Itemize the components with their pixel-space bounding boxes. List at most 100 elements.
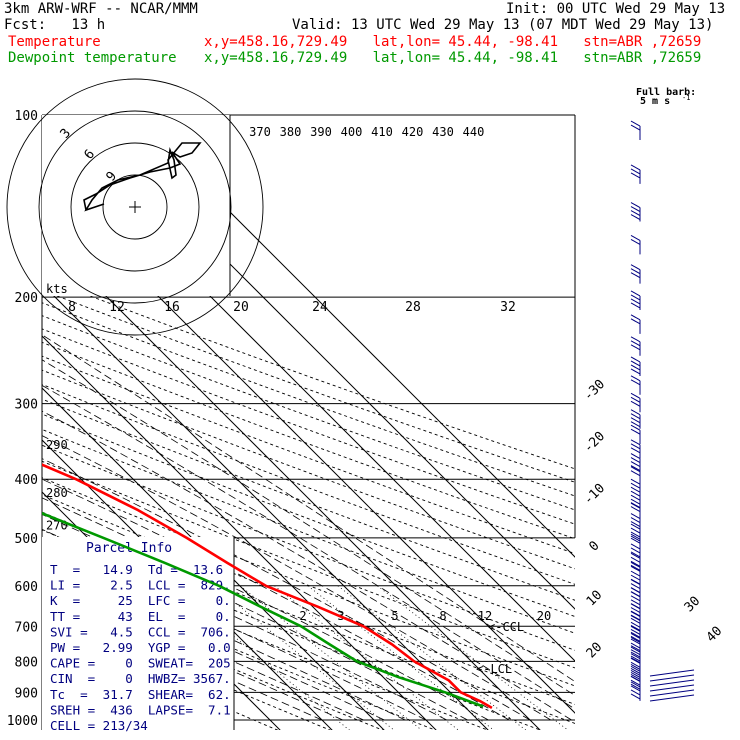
wind-barb-flag	[630, 685, 641, 692]
pressure-tick-label: 500	[15, 532, 38, 547]
wind-barb-flag	[630, 614, 641, 621]
wind-barb-flag	[630, 583, 641, 590]
wind-barb	[649, 684, 695, 692]
wind-barb-flag	[630, 465, 641, 472]
wind-barb	[649, 674, 695, 682]
wind-barb-flag	[630, 268, 641, 275]
wind-barb-flag	[630, 210, 641, 216]
isotherm-line	[42, 335, 437, 730]
pressure-tick-label: 900	[15, 686, 38, 701]
wind-barb-flag	[630, 595, 641, 602]
wind-barb-flag	[630, 340, 641, 347]
wind-barb-flag	[630, 517, 641, 524]
hodograph-speed-label: 20	[233, 300, 249, 315]
wind-barb-flag	[630, 234, 641, 241]
isotherm-tick-label: 20	[584, 640, 606, 662]
wind-barb-flag	[630, 290, 641, 297]
wind-barb-flag	[630, 565, 641, 572]
temperature-trace	[42, 463, 493, 710]
mixing-ratio-label: 20	[537, 609, 551, 623]
barb-legend-title: Full barb:	[636, 87, 696, 98]
wind-barb-flag	[630, 214, 641, 220]
theta-e-label: 420	[402, 125, 424, 139]
mixing-ratio-line	[213, 585, 395, 730]
dry-adiabat-line	[42, 302, 575, 497]
wind-barb-flag	[630, 574, 641, 581]
wind-barb-flag	[630, 599, 641, 606]
pressure-tick-label: 300	[15, 398, 38, 413]
isotherm-line	[42, 283, 489, 730]
wind-barb-flag	[630, 628, 641, 635]
wind-barb-flag	[630, 527, 641, 534]
parcel-info-row: LI = 2.5 LCL = 829.	[50, 578, 231, 593]
wind-barb-flag	[630, 168, 641, 175]
wind-barb	[649, 669, 695, 677]
isotherm-tick-label: 30	[682, 594, 704, 616]
dry-adiabat-line	[42, 341, 575, 540]
wind-barb-flag	[630, 298, 641, 305]
wind-barb-flag	[630, 486, 641, 493]
wind-barb-flag	[630, 665, 641, 672]
wind-barb-flag	[630, 356, 641, 363]
wind-barb-flag	[630, 502, 641, 509]
wind-barb-flag	[630, 636, 641, 643]
wind-barb-flag	[630, 681, 641, 688]
dry-adiabat-line	[42, 428, 575, 634]
wind-barb-flag	[630, 663, 641, 670]
mixing-ratio-line	[239, 585, 423, 730]
pressure-tick-label: 700	[15, 620, 38, 635]
wind-barb-flag	[630, 543, 641, 550]
isotherm-tick-label: 40	[704, 624, 726, 646]
dry-adiabat-line	[42, 494, 575, 705]
parcel-info-row: Tc = 31.7 SHEAR= 62.	[50, 687, 231, 702]
wind-barb-flag	[630, 272, 641, 279]
wind-barb-flag	[630, 360, 641, 367]
wind-barb-flag	[630, 689, 641, 696]
wind-barb-flag	[630, 625, 641, 632]
wind-barb-flag	[630, 124, 641, 131]
parcel-info-row: K = 25 LFC = 0.	[50, 593, 231, 608]
wind-barb	[649, 679, 695, 687]
parcel-box	[42, 537, 234, 730]
hodograph-speed-label: 24	[312, 300, 328, 315]
theta-e-label: 380	[280, 125, 302, 139]
pressure-tick-label: 800	[15, 655, 38, 670]
dry-adiabat-line	[42, 383, 575, 585]
dry-adiabat-line	[42, 289, 575, 483]
wind-barb-flag	[630, 314, 641, 321]
wind-barb-flag	[630, 693, 641, 700]
wind-barb-flag	[630, 533, 641, 540]
pressure-tick-label: 600	[15, 580, 38, 595]
wind-barb-flag	[630, 318, 641, 325]
isotherm-tick-label: -30	[581, 377, 608, 404]
mixing-ratio-label: 8	[439, 609, 446, 623]
wind-barb-flag	[630, 661, 641, 668]
wind-barb-flag	[630, 646, 641, 653]
wind-barb-flag	[630, 513, 641, 520]
wind-barb-flag	[630, 667, 641, 674]
wind-barb-flag	[630, 443, 641, 450]
wind-barb-flag	[630, 531, 641, 538]
wind-barb-flag	[630, 457, 641, 464]
wind-barb-flag	[630, 120, 641, 127]
pressure-tick-label: 200	[15, 291, 38, 306]
hodograph-ring	[6, 78, 264, 336]
wind-barb-flag	[630, 294, 641, 301]
wind-barb-flag	[630, 570, 641, 577]
parcel-info-row: CIN = 0 HWBZ= 3567.	[50, 671, 231, 686]
wind-barb-flag	[630, 428, 641, 435]
wind-barb-flag	[630, 523, 641, 530]
hodograph-ring	[70, 142, 200, 272]
wind-barb-flag	[630, 336, 641, 343]
parcel-info-row: CAPE = 0 SWEAT= 205	[50, 656, 231, 671]
isotherm-tick-label: -10	[581, 481, 608, 508]
theta-label: 280	[46, 486, 68, 500]
wind-barb-flag	[630, 478, 641, 485]
wind-barb-flag	[630, 655, 641, 662]
theta-e-label: 400	[341, 125, 363, 139]
mixing-ratio-label: 12	[478, 609, 492, 623]
pressure-tick-label: 400	[15, 473, 38, 488]
hodograph-trace	[83, 142, 202, 212]
wind-barb-flag	[630, 653, 641, 660]
